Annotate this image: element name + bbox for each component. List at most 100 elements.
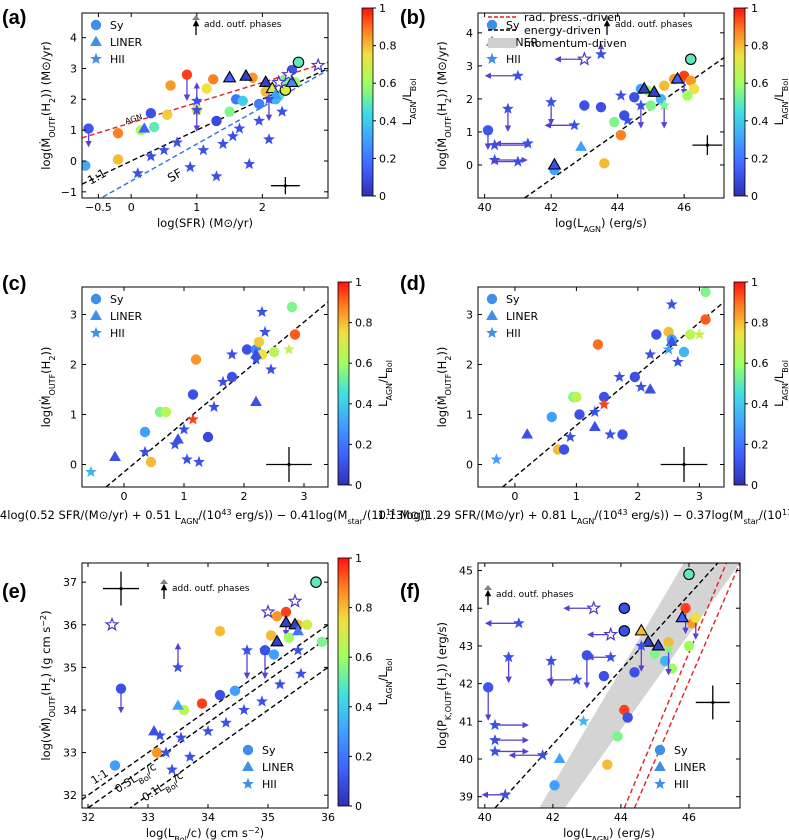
data-point [268, 649, 280, 660]
data-point [160, 406, 172, 418]
label-part: s [242, 826, 248, 840]
label-part: AGN [577, 517, 595, 526]
plot-area [82, 56, 328, 198]
data-point [172, 699, 184, 710]
data-point [316, 636, 328, 648]
label-part: ( [435, 369, 449, 374]
data-point [214, 689, 226, 701]
label-part: /L [772, 91, 786, 102]
label-part: AGN [409, 101, 418, 119]
data-point [512, 155, 524, 167]
label-part: ) (erg/s) [601, 216, 647, 230]
data-point [483, 682, 494, 693]
legend-marker [486, 326, 498, 338]
data-point [651, 329, 662, 340]
label-part: log(Ṁ [38, 395, 53, 427]
data-point [665, 298, 678, 310]
data-point [292, 56, 305, 69]
data-point [258, 75, 273, 87]
label-part: 2 [444, 672, 453, 677]
data-point [546, 411, 557, 423]
legend-marker [242, 744, 254, 756]
y-tick-label: 37 [63, 576, 77, 589]
x-tick-label: 1 [193, 201, 200, 214]
phase-note: add. outf. phases [496, 590, 574, 600]
x-tick-label: 44 [611, 201, 625, 214]
data-point [268, 346, 280, 358]
panel-letter-c: (c) [2, 273, 26, 295]
label-part: M⊙)) [396, 508, 428, 522]
reference-line-1 [86, 636, 328, 808]
data-point [547, 157, 562, 170]
data-point [241, 644, 253, 656]
data-point [588, 420, 601, 432]
data-point [239, 68, 253, 81]
panel-letter-a: (a) [2, 7, 26, 29]
data-point [570, 673, 583, 685]
label-part: log(Ṁ [38, 138, 53, 170]
data-point [659, 655, 671, 667]
x-axis-label: 1.14log(0.52 SFR/(M⊙/yr) + 0.51 LAGN/(10… [0, 508, 428, 526]
legend-label-liner: LINER [506, 310, 539, 323]
y-tick-label: 1 [466, 409, 473, 422]
data-point [685, 53, 697, 65]
data-point [283, 343, 295, 355]
y-axis-label: log(ṀOUTF(H2)) (M⊙/yr) [38, 41, 57, 169]
data-point [263, 93, 275, 105]
axes-frame [477, 562, 741, 809]
label-part: AGN [584, 225, 602, 234]
legend-label-hii: HII [262, 778, 277, 791]
legend-marker [654, 777, 666, 789]
colorbar-bar [337, 281, 350, 486]
panel-d: 0 1 2 3 0 1 2 3 1.13log(1.29 SFR/(M⊙/yr) + 0.81 … [378, 273, 789, 526]
data-point [592, 339, 604, 350]
data-point [635, 639, 648, 651]
data-point [658, 99, 671, 111]
label-part: )) [435, 347, 449, 356]
colorbar-tick-label: 0.2 [379, 152, 397, 165]
label-part: AGN [181, 517, 199, 526]
top-legend-swatch [488, 38, 516, 48]
y-axis-label: log(ṀOUTF(H2)) [38, 347, 57, 428]
data-point [292, 644, 304, 656]
axes-frame [81, 286, 329, 488]
data-point [256, 695, 268, 707]
colorbar-tick-label: 0.4 [355, 701, 373, 714]
y-tick-label: 40 [459, 753, 473, 766]
y-tick-label: 34 [63, 704, 77, 717]
x-tick-label: 46 [682, 811, 696, 824]
plot-area [490, 287, 724, 487]
colorbar-tick-label: 1 [751, 2, 758, 15]
data-point [190, 94, 203, 106]
data-point [512, 617, 525, 629]
data-point [259, 644, 271, 656]
label-part: 1:1 [89, 767, 111, 787]
data-point [577, 715, 590, 727]
data-point [292, 624, 304, 636]
label-part: ) (g cm [39, 633, 53, 678]
colorbar-b: 0 0.2 0.4 0.6 0.8 1 LAGN/LBol [733, 2, 789, 203]
label-part: /L [400, 91, 414, 102]
data-point [488, 138, 501, 151]
label-part: AGN [592, 835, 610, 840]
legend: Sy LINER HII [90, 19, 143, 66]
reference-line-0 [82, 624, 328, 801]
label-part: /L [376, 671, 390, 682]
data-point [502, 651, 515, 663]
data-point [259, 325, 271, 337]
label-part: Bol [385, 360, 394, 373]
data-point [609, 116, 620, 128]
label-part: 2 [444, 356, 453, 361]
data-point [281, 66, 297, 82]
label-part: /( [363, 508, 371, 522]
y-tick-label: 33 [63, 747, 77, 760]
y-tick-label: 3 [466, 60, 473, 73]
data-point [287, 593, 303, 608]
line-annotation-2: SF [165, 166, 185, 185]
x-tick-label: 35 [261, 811, 275, 824]
label-part: H [435, 103, 449, 112]
colorbar-tick-label: 0 [751, 190, 758, 203]
colorbar-tick-label: 0.8 [751, 40, 769, 53]
line-annotation-0: AGN [124, 112, 143, 126]
data-point [109, 450, 121, 462]
